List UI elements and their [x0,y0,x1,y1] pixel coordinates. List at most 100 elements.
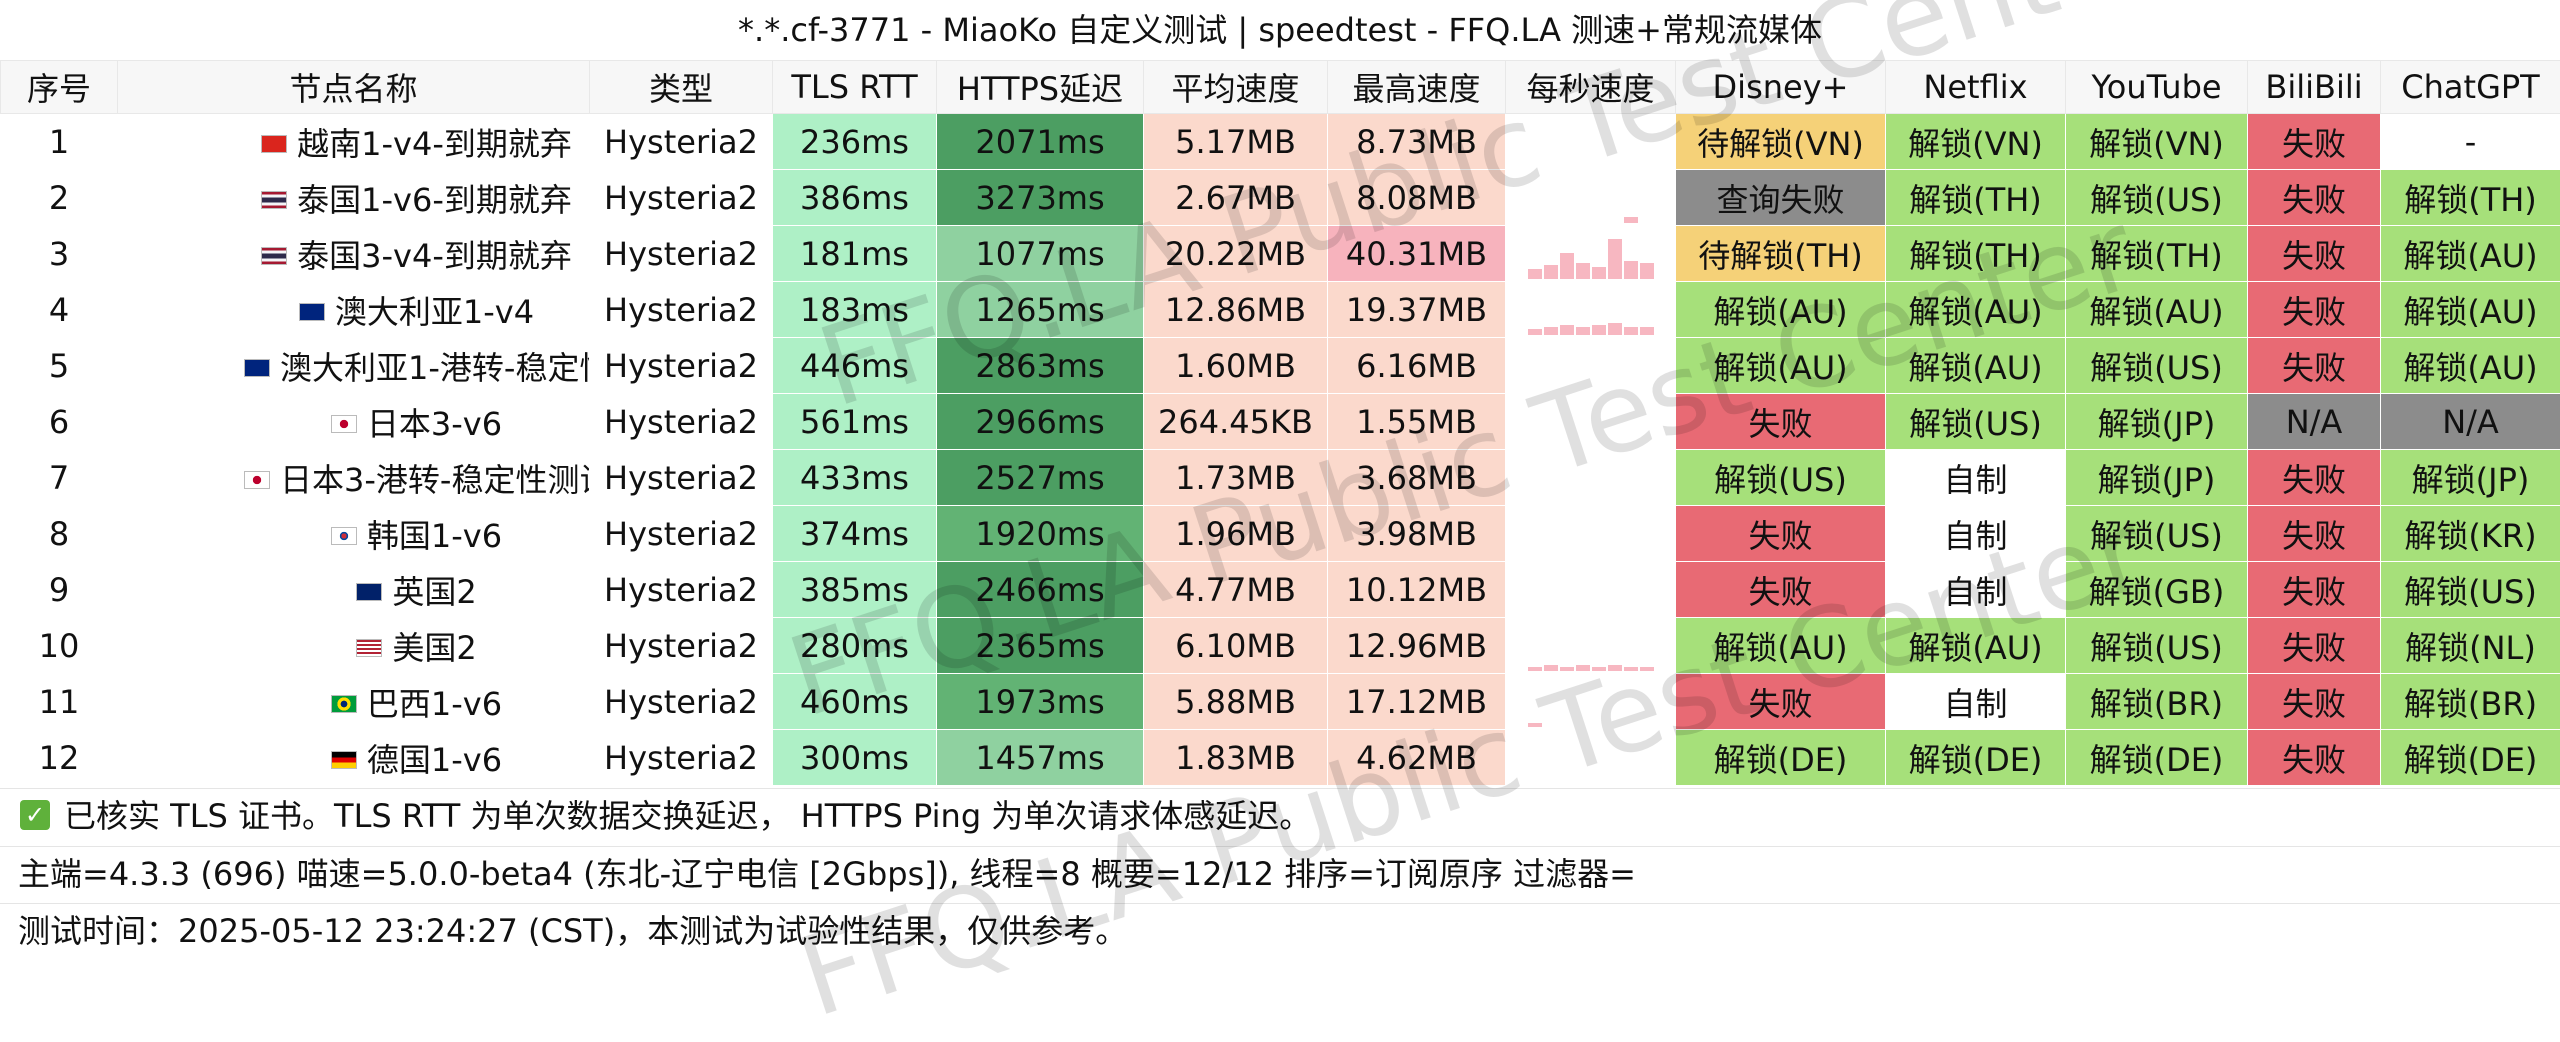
node-name: 韩国1-v6 [367,517,502,555]
disney-status: 解锁(AU) [1676,282,1886,338]
flag-us-icon [356,639,382,657]
max-speed-value: 6.16MB [1328,338,1506,394]
max-speed-value: 4.62MB [1328,730,1506,786]
col-header-chatgpt[interactable]: ChatGPT [2381,61,2560,114]
youtube-status: 解锁(US) [2066,618,2248,674]
bilibili-status: 失败 [2248,170,2381,226]
window-title: *.*.cf-3771 - MiaoKo 自定义测试 | speedtest -… [0,0,2560,62]
col-header-disney[interactable]: Disney+ [1676,61,1886,114]
col-header-netflix[interactable]: Netflix [1886,61,2066,114]
node-type: Hysteria2 [590,450,773,506]
col-header-type[interactable]: 类型 [590,61,773,114]
disney-status: 解锁(AU) [1676,618,1886,674]
col-header-node-name[interactable]: 节点名称 [118,61,590,114]
disney-status: 查询失败 [1676,170,1886,226]
table-row[interactable]: 5澳大利亚1-港转-稳定性测试Hysteria2446ms2863ms1.60M… [1,338,2560,394]
col-header-bilibili[interactable]: BiliBili [2248,61,2381,114]
node-name-cell: 德国1-v6 [118,730,590,786]
spark-bar [1592,325,1606,335]
spark-bar [1560,325,1574,335]
disney-status: 失败 [1676,562,1886,618]
node-type: Hysteria2 [590,618,773,674]
node-type: Hysteria2 [590,114,773,170]
node-name: 德国1-v6 [367,741,502,779]
node-name: 泰国1-v6-到期就弃 [297,181,572,219]
tls-rtt-value: 183ms [773,282,937,338]
bilibili-status: 失败 [2248,506,2381,562]
netflix-status: 解锁(TH) [1886,226,2066,282]
col-header-index[interactable]: 序号 [1,61,118,114]
spark-bar [1640,667,1654,671]
node-type: Hysteria2 [590,338,773,394]
https-latency-value: 2863ms [937,338,1144,394]
node-name-cell: 澳大利亚1-港转-稳定性测试 [118,338,590,394]
https-latency-value: 2365ms [937,618,1144,674]
row-index: 10 [1,618,118,674]
node-name: 泰国3-v4-到期就弃 [297,237,572,275]
col-header-per-second-speed[interactable]: 每秒速度 [1506,61,1676,114]
col-header-https-latency[interactable]: HTTPS延迟 [937,61,1144,114]
tls-rtt-value: 236ms [773,114,937,170]
node-name: 日本3-港转-稳定性测试 [280,461,590,499]
max-speed-value: 17.12MB [1328,674,1506,730]
per-second-speed-sparkline [1506,338,1676,394]
tls-rtt-value: 446ms [773,338,937,394]
col-header-max-speed[interactable]: 最高速度 [1328,61,1506,114]
node-name: 澳大利亚1-港转-稳定性测试 [280,349,590,387]
max-speed-value: 8.08MB [1328,170,1506,226]
spark-bar [1560,667,1574,671]
node-name-cell: 韩国1-v6 [118,506,590,562]
netflix-status: 解锁(VN) [1886,114,2066,170]
avg-speed-value: 1.60MB [1144,338,1328,394]
tls-rtt-value: 300ms [773,730,937,786]
flag-au-icon [299,303,325,321]
spark-bar [1608,323,1622,335]
row-index: 12 [1,730,118,786]
flag-vn-icon [261,135,287,153]
chatgpt-status: 解锁(TH) [2381,170,2560,226]
per-second-speed-sparkline [1506,674,1676,730]
col-header-tls-rtt[interactable]: TLS RTT [773,61,937,114]
row-index: 11 [1,674,118,730]
node-name: 澳大利亚1-v4 [335,293,534,331]
youtube-status: 解锁(US) [2066,506,2248,562]
node-type: Hysteria2 [590,506,773,562]
spark-bar [1624,327,1638,335]
disney-status: 失败 [1676,506,1886,562]
https-latency-value: 1973ms [937,674,1144,730]
flag-th-icon [261,247,287,265]
https-latency-value: 2071ms [937,114,1144,170]
per-second-speed-sparkline [1506,562,1676,618]
test-time: 测试时间：2025-05-12 23:24:27 (CST)，本测试为试验性结果… [0,903,2560,958]
youtube-status: 解锁(BR) [2066,674,2248,730]
avg-speed-value: 5.88MB [1144,674,1328,730]
netflix-status: 解锁(AU) [1886,338,2066,394]
disney-status: 解锁(DE) [1676,730,1886,786]
bilibili-status: 失败 [2248,226,2381,282]
https-latency-value: 1920ms [937,506,1144,562]
node-name: 越南1-v4-到期就弃 [297,125,572,163]
col-header-avg-speed[interactable]: 平均速度 [1144,61,1328,114]
flag-br-icon [331,695,357,713]
youtube-status: 解锁(US) [2066,170,2248,226]
max-speed-value: 8.73MB [1328,114,1506,170]
max-speed-value: 12.96MB [1328,618,1506,674]
col-header-youtube[interactable]: YouTube [2066,61,2248,114]
chatgpt-status: 解锁(DE) [2381,730,2560,786]
spark-bar [1592,267,1606,279]
spark-bar [1624,667,1638,671]
bilibili-status: 失败 [2248,282,2381,338]
max-speed-value: 10.12MB [1328,562,1506,618]
bilibili-status: N/A [2248,394,2381,450]
